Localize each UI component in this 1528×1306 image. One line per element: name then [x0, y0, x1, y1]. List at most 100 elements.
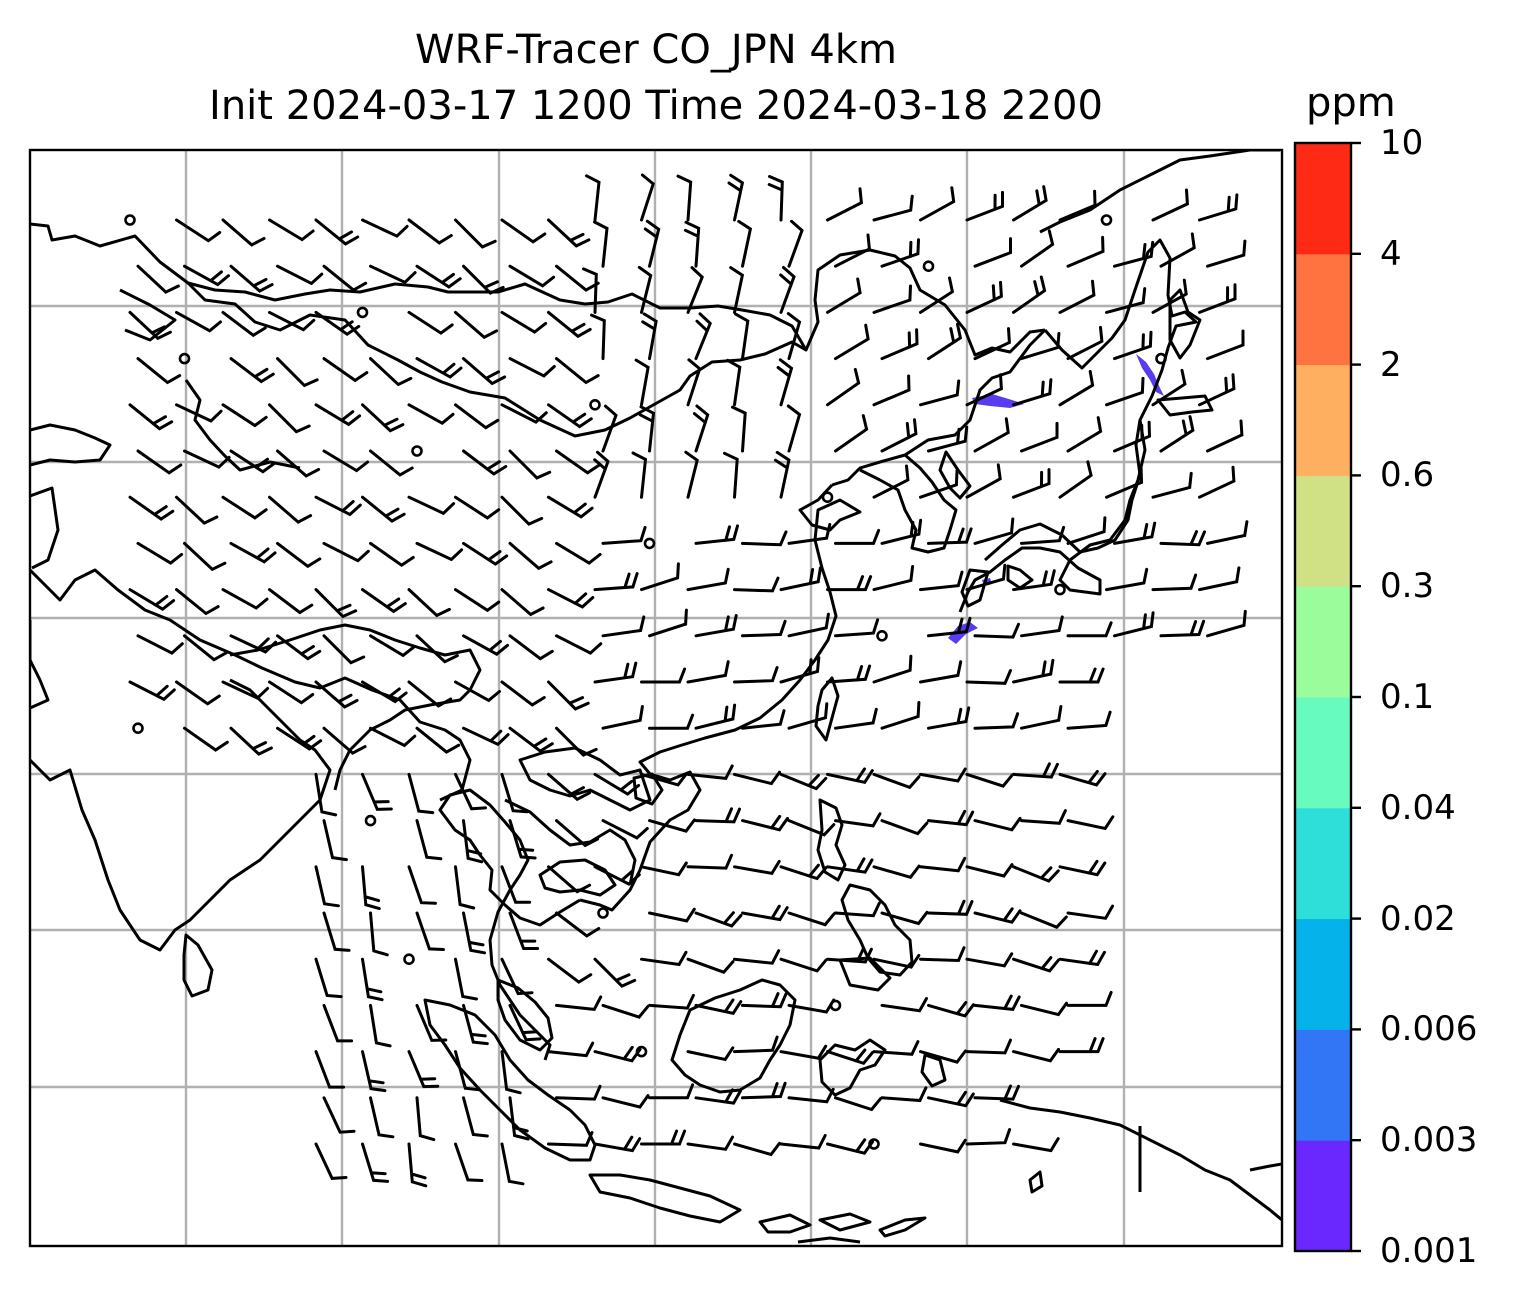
wind-barb — [1020, 1001, 1068, 1017]
wind-barb — [547, 310, 592, 339]
wind-barb — [454, 1142, 484, 1182]
wind-barb — [462, 911, 486, 955]
wind-barb — [547, 588, 595, 609]
wind-barb — [872, 284, 912, 314]
wind-barb — [1066, 904, 1114, 920]
wind-barb — [555, 634, 603, 655]
wind-barb — [268, 218, 315, 242]
calm-wind-marker — [1054, 583, 1066, 596]
wind-barb — [221, 495, 268, 520]
wind-barb — [500, 772, 529, 814]
wind-barb — [694, 703, 737, 730]
wind-barb — [834, 618, 880, 638]
wind-barb — [640, 861, 688, 877]
wind-barb — [1012, 865, 1060, 883]
wind-barb — [880, 819, 929, 836]
wind-barb — [183, 634, 228, 662]
wind-barb — [1066, 710, 1112, 730]
wind-barb — [500, 1050, 522, 1095]
wind-barb — [547, 218, 591, 248]
wind-barb — [500, 957, 534, 996]
calm-wind-marker — [124, 214, 136, 226]
wind-barb — [128, 588, 176, 612]
colorbar-tick-label: 10 — [1380, 123, 1424, 163]
wind-barb — [826, 277, 862, 314]
wind-barb — [407, 1050, 440, 1089]
wind-barb — [1159, 415, 1195, 453]
wind-barb — [314, 865, 340, 908]
wind-barb — [1066, 815, 1115, 831]
wind-barb — [407, 495, 456, 516]
wind-barb — [369, 264, 417, 285]
wind-barb — [880, 238, 920, 268]
wind-barb — [686, 358, 702, 407]
wind-barb — [787, 612, 830, 638]
wind-barb — [694, 911, 743, 928]
wind-barb — [555, 1084, 602, 1101]
wind-barb — [1206, 329, 1245, 361]
wind-barb — [826, 947, 873, 964]
wind-barb — [1113, 521, 1157, 545]
wind-barb — [741, 1081, 787, 1100]
wind-barb — [927, 706, 971, 730]
wind-barb — [593, 450, 610, 499]
wind-barb — [454, 310, 499, 340]
wind-barb — [919, 767, 967, 783]
wind-barb — [631, 451, 648, 499]
wind-barb — [369, 911, 389, 957]
calm-wind-marker — [132, 722, 144, 735]
wind-barb — [648, 818, 696, 833]
wind-barb — [508, 726, 554, 753]
wind-barb — [128, 403, 174, 431]
wind-barb — [880, 518, 923, 545]
wind-barb — [1151, 471, 1193, 499]
wind-barb — [1012, 1047, 1060, 1063]
wind-barb — [826, 1048, 874, 1066]
wind-barb — [276, 726, 323, 751]
wind-barb — [648, 608, 688, 638]
wind-barb — [361, 680, 408, 704]
wind-barb — [641, 312, 658, 361]
wind-barb — [1159, 232, 1196, 268]
wind-barb — [415, 541, 464, 562]
wind-barb — [774, 450, 791, 499]
colorbar-band — [1295, 143, 1351, 255]
calm-wind-marker — [364, 814, 377, 827]
wind-barb — [965, 280, 1003, 314]
calm-wind-marker — [597, 907, 609, 919]
wind-barb — [973, 237, 1012, 268]
wind-barb — [276, 634, 322, 661]
wind-barb — [593, 865, 641, 886]
wind-barb — [927, 1090, 975, 1108]
wind-barb — [1206, 239, 1247, 268]
wind-barb — [880, 418, 918, 453]
wind-barb — [500, 865, 532, 904]
wind-barb — [686, 567, 730, 592]
wind-barb — [314, 680, 359, 709]
wind-barb — [454, 772, 487, 811]
wind-barb — [462, 541, 509, 566]
wind-barb — [500, 1142, 525, 1186]
wind-barb — [175, 588, 220, 616]
wind-barb — [737, 219, 753, 268]
wind-barb — [229, 264, 274, 293]
wind-barb — [415, 1003, 448, 1042]
wind-barb — [880, 328, 919, 361]
wind-barb — [973, 327, 1011, 361]
wind-barb — [686, 660, 730, 684]
wind-barb — [640, 173, 655, 222]
wind-barb — [1206, 609, 1247, 638]
wind-barb — [555, 357, 600, 385]
wind-barb — [136, 634, 184, 655]
wind-barb — [731, 405, 747, 453]
wind-barb — [1113, 330, 1153, 361]
wind-barb — [590, 313, 606, 361]
wind-barb — [407, 680, 453, 708]
wind-barb — [767, 175, 784, 222]
wind-barb — [407, 403, 455, 426]
wind-barb — [741, 904, 789, 922]
wind-barb — [694, 312, 712, 361]
wind-barb — [415, 819, 443, 861]
wind-barb — [314, 1142, 348, 1180]
wind-barb — [1058, 369, 1095, 407]
